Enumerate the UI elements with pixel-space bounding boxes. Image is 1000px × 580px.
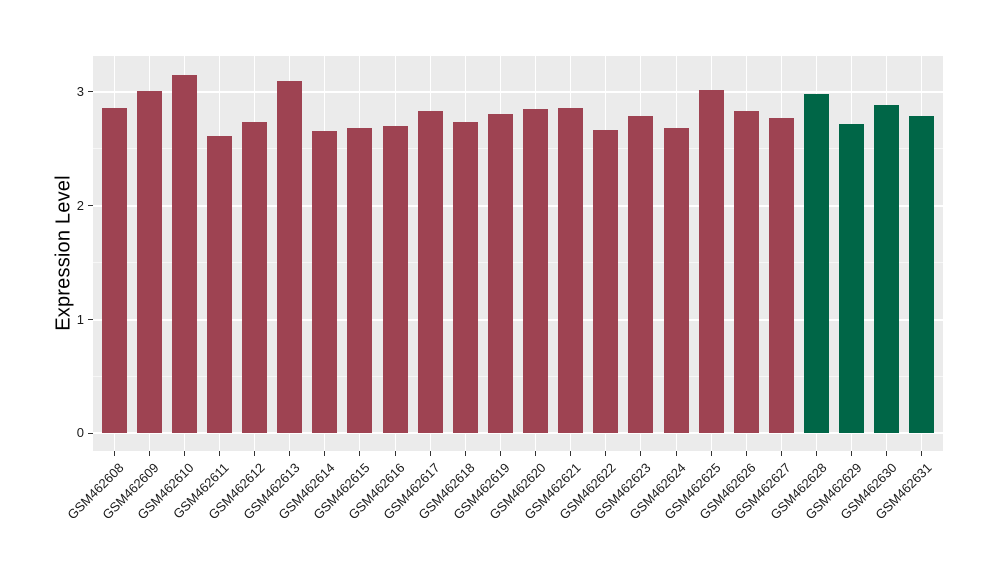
y-tick-label: 1 [76,311,84,327]
bar-GSM462612 [242,121,268,434]
gridline-minor [93,262,943,264]
gridline-major [93,90,943,93]
x-tick-mark [464,451,466,456]
x-tick-mark [605,451,607,456]
bar-GSM462622 [593,129,619,434]
x-tick-mark [675,451,677,456]
bar-GSM462623 [628,115,654,434]
x-tick-mark [640,451,642,456]
y-tick-mark [88,432,93,434]
x-tick-mark [183,451,185,456]
bar-GSM462620 [523,109,549,434]
bar-GSM462628 [804,94,830,434]
x-tick-mark [535,451,537,456]
bar-GSM462631 [909,115,935,434]
bar-GSM462610 [171,74,197,434]
bar-GSM462609 [136,90,162,434]
x-tick-mark [816,451,818,456]
bar-GSM462626 [733,111,759,434]
y-tick-mark [88,91,93,93]
x-tick-mark [148,451,150,456]
x-tick-mark [254,451,256,456]
bar-GSM462630 [874,104,900,434]
bar-GSM462611 [206,136,232,434]
x-tick-mark [745,451,747,456]
y-tick-mark [88,319,93,321]
x-tick-mark [570,451,572,456]
y-tick-label: 3 [76,83,84,99]
x-tick-mark [324,451,326,456]
x-tick-mark [710,451,712,456]
bar-GSM462617 [417,111,443,434]
gridline-major [93,432,943,435]
bar-GSM462627 [768,118,794,434]
bar-GSM462629 [839,123,865,434]
x-tick-mark [429,451,431,456]
gridline-major [93,318,943,321]
x-tick-mark [886,451,888,456]
y-tick-label: 2 [76,197,84,213]
gridline-minor [93,375,943,377]
x-tick-mark [921,451,923,456]
x-tick-mark [289,451,291,456]
bar-GSM462616 [382,126,408,434]
bar-GSM462619 [487,113,513,434]
gridline-major [93,204,943,207]
y-tick-label: 0 [76,425,84,441]
plot-panel [93,56,943,451]
bar-GSM462624 [663,128,689,434]
bar-GSM462621 [558,107,584,434]
x-tick-mark [851,451,853,456]
x-tick-mark [218,451,220,456]
x-tick-mark [359,451,361,456]
y-tick-mark [88,205,93,207]
x-tick-mark [113,451,115,456]
gridline-minor [93,148,943,150]
bar-GSM462615 [347,128,373,434]
x-tick-mark [780,451,782,456]
bar-GSM462613 [277,80,303,434]
bar-GSM462625 [698,89,724,434]
bar-GSM462614 [312,130,338,434]
x-tick-mark [394,451,396,456]
bar-GSM462618 [452,121,478,434]
bar-GSM462608 [101,107,127,434]
x-tick-mark [499,451,501,456]
